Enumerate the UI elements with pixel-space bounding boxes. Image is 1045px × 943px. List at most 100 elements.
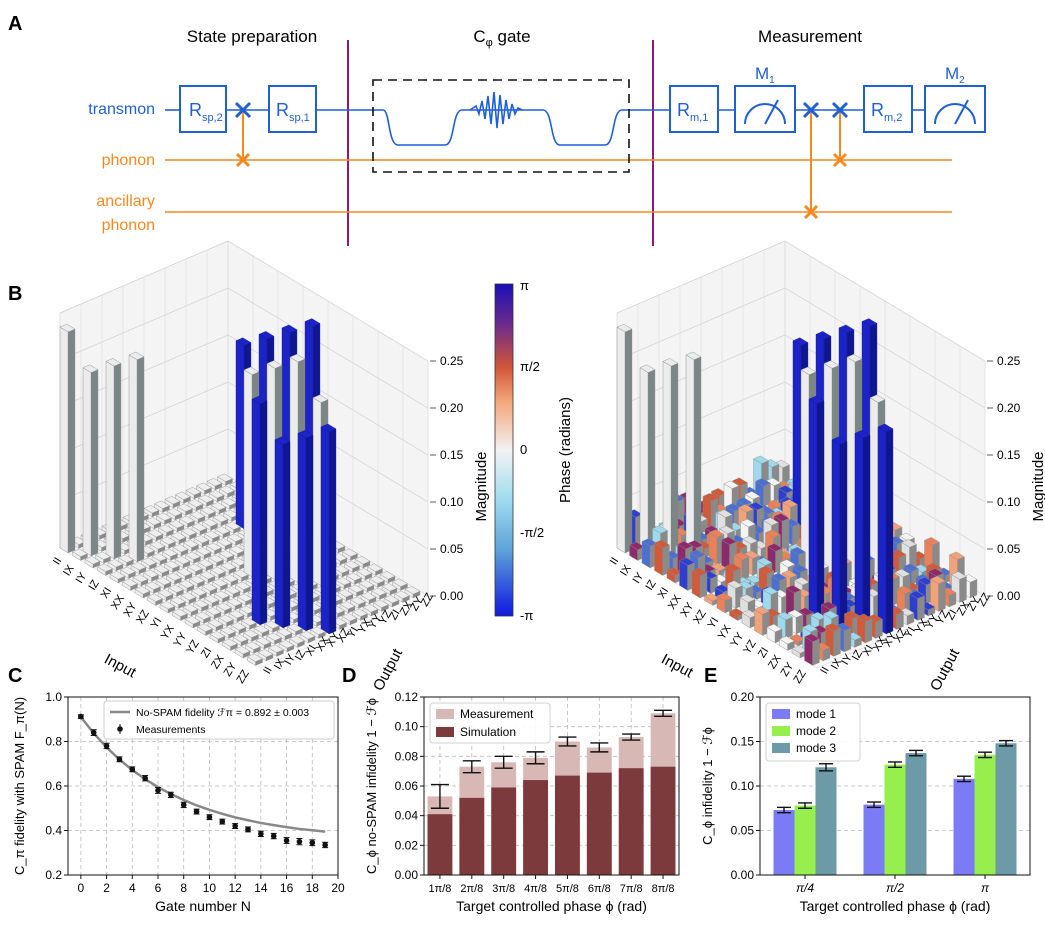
measurement-point [129,766,136,773]
x-tick-label: 2π/8 [460,883,483,895]
measurement-point [322,842,328,848]
input-tick-label: IZ [643,578,659,593]
y-tick-label: 0.08 [395,749,419,763]
legend-label: mode 2 [796,724,836,738]
magnitude-tick-label: 0.20 [997,401,1021,415]
y-axis-label: C_ϕ infidelity 1 − ℱϕ [700,727,715,845]
label-ancillary: ancillary [96,193,155,210]
measurement-point [219,818,226,825]
bar-mode-2 [794,805,816,875]
bar-mode-3 [815,767,837,875]
output-tick-label: YI [902,625,918,640]
swap-1 [234,101,252,168]
svg-text:0: 0 [520,442,527,457]
svg-text:M1: M1 [755,64,775,86]
y-tick-label: 0.12 [395,690,419,704]
colorbar-label: Phase (radians) [557,397,574,503]
measure-m1: M1 [734,64,796,133]
y-tick-label: 1.0 [45,690,62,704]
label-transmon: transmon [88,101,155,118]
magnitude-tick-label: 0.15 [440,448,464,462]
input-tick-label: ZI [756,645,771,660]
measurement-point [180,802,187,808]
input-tick-label: ZZ [234,668,251,686]
magnitude-tick-label: 0.00 [440,589,464,603]
y-tick-label: 0.05 [731,824,755,838]
gate-rm1: Rm,1 [669,85,719,133]
legend-swatch [772,743,790,753]
x-tick-label: 18 [306,881,320,895]
measurement-point [283,837,290,844]
output-tick-label: ZZ [419,591,436,609]
input-tick-label: II [608,555,621,567]
magnitude-tick-label: 0.00 [997,589,1021,603]
legend-measurement-swatch [436,709,454,719]
x-tick-label: 20 [331,881,345,895]
measurement-point [309,839,316,846]
label-ancillary-phonon: phonon [102,217,155,234]
x-tick-label: 6 [155,881,162,895]
magnitude-tick-label: 0.10 [997,495,1021,509]
x-tick-label: π/4 [796,881,814,895]
plot-frame [759,696,1031,876]
y-tick-label: 0.06 [395,779,419,793]
measurement-point [116,756,123,763]
y-tick-label: 0.6 [45,779,62,793]
measurement-point [245,826,251,833]
x-tick-label: 6π/8 [588,883,611,895]
plot-frame [67,696,339,876]
panel-c-label: C [8,665,22,687]
measurement-point [90,729,97,736]
y-tick-label: 0.00 [395,868,419,882]
measurement-point [296,838,303,845]
y-tick-label: 0.00 [731,868,755,882]
legend-swatch [772,726,790,736]
input-axis-label: Input [101,651,139,682]
measurement-point [142,775,148,782]
simulation-bar [459,797,485,875]
gate-rsp2: Rsp,2 [179,85,227,133]
legend-simulation-label: Simulation [460,725,516,739]
meter-icon [744,103,786,125]
measurement-point [206,814,213,820]
output-tick-label: II [818,665,831,676]
swap-2 [802,101,820,220]
chart-d: 0.00 0.02 0.04 0.06 0.08 0.10 0.12 1π/8 2π/8 3π/8… [364,690,680,914]
y-axis-label: C_ϕ no-SPAM infidelity 1 − ℱϕ [364,698,379,874]
svg-text:-π: -π [520,608,533,623]
svg-text:π/2: π/2 [520,359,540,374]
gate-rm2: Rm,2 [863,85,913,133]
panel-e-label: E [704,665,717,687]
y-tick-label: 0.4 [45,824,62,838]
input-axis-label: Input [658,651,696,682]
x-tick-label: 8π/8 [652,883,675,895]
simulation-bar [491,787,517,875]
label-phonon: phonon [102,152,155,169]
bar-mode-1 [773,810,795,875]
chart-e: 0.00 0.05 0.10 0.15 0.20 π/4 π/2 π mode 1 mode 2 m… [700,690,1031,914]
measurement-point [232,823,238,829]
y-tick-label: 0.2 [45,868,62,882]
cphi-pulse [382,109,670,146]
x-axis-label: Target controlled phase ϕ (rad) [456,898,647,914]
measurement-point [168,792,174,798]
output-axis-label: Output [370,645,407,693]
x-tick-label: 1π/8 [428,883,451,895]
magnitude-tick-label: 0.20 [440,401,464,415]
output-tick-label: XI [860,643,876,658]
output-tick-label: XI [303,643,319,658]
input-tick-label: ZI [199,645,214,660]
y-tick-label: 0.10 [395,720,419,734]
x-tick-label: 4π/8 [524,883,547,895]
panel-d-label: D [342,665,356,687]
y-tick-label: 0.8 [45,735,62,749]
legend-label: mode 3 [796,741,836,755]
output-axis-label: Output [927,645,964,693]
y-tick-label: 0.10 [731,779,755,793]
process-matrix-measured: 0.250.200.150.100.050.00MagnitudeIIIXIYI… [608,240,1045,694]
measurement-point [155,787,161,794]
input-tick-label: YI [149,615,165,630]
panel-b-label: B [8,283,22,305]
bar-mode-3 [905,753,927,875]
